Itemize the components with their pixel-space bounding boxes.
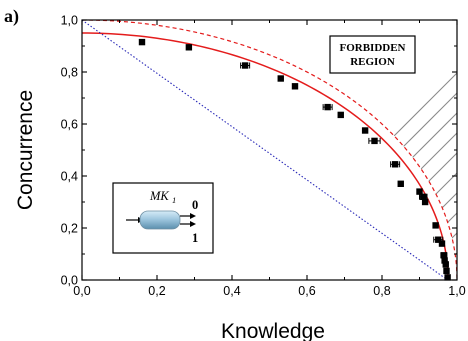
forbidden-label-line2: REGION xyxy=(350,56,395,68)
output-arrow-1-head xyxy=(190,221,196,227)
data-point xyxy=(361,127,369,134)
device-cylinder xyxy=(139,210,181,230)
data-point xyxy=(391,161,399,168)
axis-ticks: 0,0 0,2 0,4 0,6 0,8 1,0 0,0 0,2 0,4 0,6 0,8 1,0 xyxy=(61,14,466,299)
data-point xyxy=(371,137,378,145)
output-label-1: 1 xyxy=(192,231,198,245)
y-tick-label: 0,0 xyxy=(61,274,78,288)
device-label: MK xyxy=(149,189,169,203)
data-point xyxy=(442,261,449,268)
y-tick-label: 0,4 xyxy=(61,170,78,184)
y-axis-label: Concurrence xyxy=(14,90,37,210)
data-point xyxy=(443,267,450,275)
theory-solid-curve xyxy=(82,32,449,280)
y-tick-label: 0,2 xyxy=(61,222,78,236)
x-tick-label: 1,0 xyxy=(448,284,465,298)
curves-group xyxy=(82,20,457,280)
output-arrow-0-head xyxy=(190,213,196,219)
forbidden-label-box xyxy=(329,35,416,74)
data-points xyxy=(138,38,451,281)
data-point xyxy=(416,188,423,195)
forbidden-region-label: FORBIDDEN REGION xyxy=(329,35,416,74)
data-point xyxy=(324,103,331,111)
data-point xyxy=(397,180,404,187)
hatch-line xyxy=(409,20,457,280)
data-point xyxy=(241,62,249,69)
linear-dotted-line xyxy=(82,20,448,280)
output-label-0: 0 xyxy=(192,198,198,212)
data-point xyxy=(421,198,429,206)
x-tick-label: 0,2 xyxy=(148,284,165,298)
y-tick-label: 1,0 xyxy=(61,14,78,28)
x-tick-label: 0,4 xyxy=(223,284,240,298)
data-point xyxy=(138,38,146,46)
forbidden-label-line1: FORBIDDEN xyxy=(339,42,405,54)
data-point xyxy=(444,274,451,281)
data-point xyxy=(420,193,427,200)
panel-label: a) xyxy=(4,6,19,27)
data-point xyxy=(435,236,442,243)
y-tick-label: 0,6 xyxy=(61,118,78,132)
y-tick-label: 0,8 xyxy=(61,66,78,80)
device-subscript: 1 xyxy=(172,195,176,205)
upper-bound-dashed-curve xyxy=(82,20,457,280)
x-tick-label: 0,8 xyxy=(373,284,390,298)
device-inset: MK 1 0 1 xyxy=(112,182,214,254)
data-point xyxy=(441,257,448,264)
data-point xyxy=(440,252,448,259)
data-point xyxy=(185,44,193,51)
data-point xyxy=(277,75,284,82)
data-point xyxy=(438,240,446,247)
x-tick-label: 0,0 xyxy=(73,284,90,298)
data-point xyxy=(337,111,344,119)
x-axis-label: Knowledge xyxy=(221,320,325,341)
x-tick-label: 0,6 xyxy=(298,284,315,298)
data-point xyxy=(432,222,439,229)
data-point xyxy=(291,83,299,90)
